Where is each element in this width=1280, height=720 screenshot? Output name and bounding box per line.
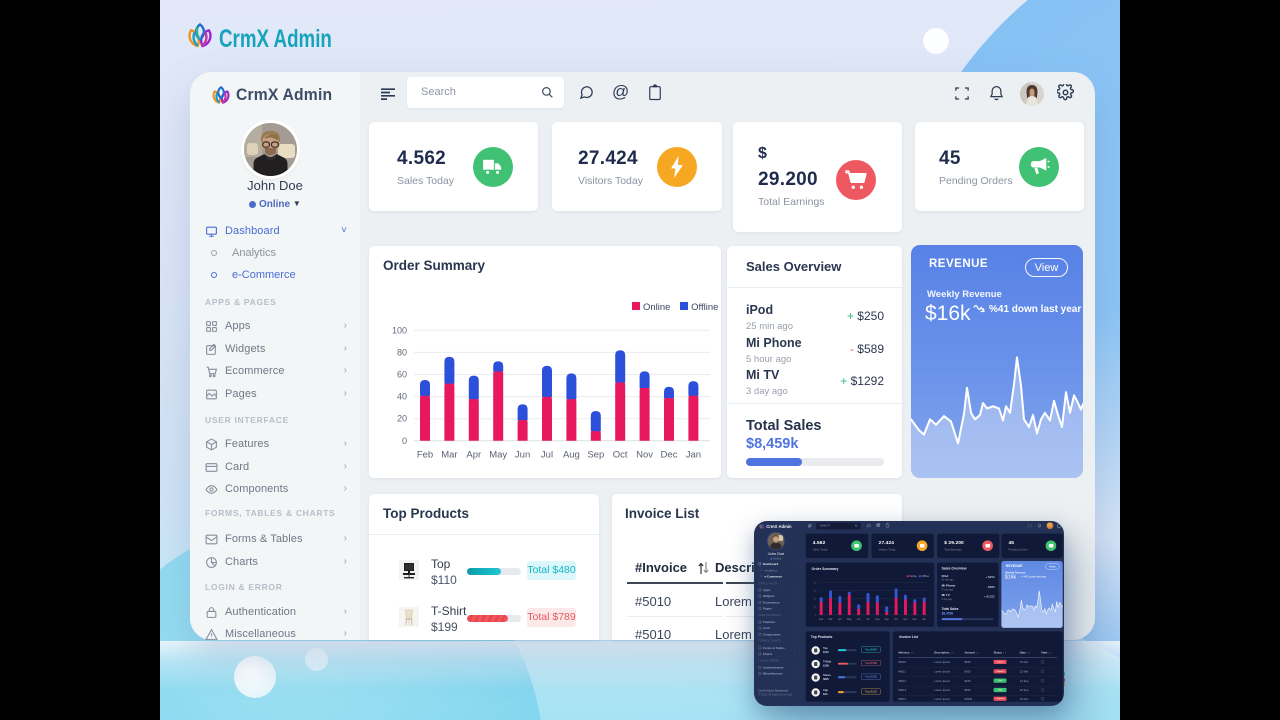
svg-text:Apr: Apr [466, 450, 481, 461]
svg-text:Mar: Mar [828, 618, 832, 621]
svg-text:40: 40 [814, 598, 817, 600]
svg-text:60: 60 [814, 590, 817, 592]
svg-text:Jan: Jan [686, 450, 701, 461]
svg-text:Jul: Jul [866, 618, 870, 621]
svg-text:Jun: Jun [515, 450, 530, 461]
svg-text:Apr: Apr [838, 618, 842, 621]
svg-text:Dec: Dec [661, 450, 678, 461]
svg-text:May: May [847, 618, 852, 621]
svg-text:60: 60 [397, 370, 407, 380]
svg-text:0: 0 [815, 615, 817, 617]
svg-text:May: May [489, 450, 507, 461]
svg-text:Feb: Feb [417, 450, 433, 461]
svg-text:20: 20 [397, 414, 407, 424]
svg-text:100: 100 [392, 325, 407, 335]
svg-text:Sep: Sep [885, 618, 890, 621]
svg-text:0: 0 [402, 436, 407, 446]
svg-text:80: 80 [814, 582, 817, 584]
svg-text:Aug: Aug [875, 618, 880, 621]
svg-text:Jul: Jul [541, 450, 553, 461]
svg-text:Mar: Mar [441, 450, 457, 461]
svg-text:20: 20 [814, 607, 817, 609]
svg-text:80: 80 [397, 347, 407, 357]
svg-text:Oct: Oct [613, 450, 628, 461]
svg-text:Nov: Nov [636, 450, 653, 461]
svg-text:Aug: Aug [563, 450, 580, 461]
svg-text:Nov: Nov [903, 618, 908, 621]
svg-text:Feb: Feb [819, 618, 824, 621]
svg-text:Jun: Jun [857, 618, 862, 621]
svg-text:Dec: Dec [913, 618, 918, 621]
svg-text:40: 40 [397, 392, 407, 402]
svg-text:Jan: Jan [922, 618, 927, 621]
svg-text:Sep: Sep [587, 450, 604, 461]
svg-text:Oct: Oct [894, 618, 898, 621]
